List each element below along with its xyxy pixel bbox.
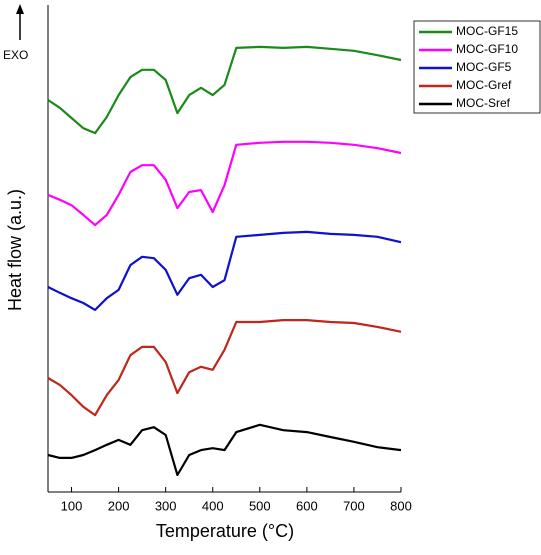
annotation: EXO <box>3 48 28 62</box>
series-line <box>47 230 402 311</box>
x-tick-label: 400 <box>202 498 224 513</box>
x-tick-label: 700 <box>343 498 365 513</box>
x-tick-label: 500 <box>249 498 271 513</box>
x-tick-label: 600 <box>296 498 318 513</box>
x-tick-label: 200 <box>108 498 130 513</box>
series-line <box>47 423 402 477</box>
legend-label: MOC-Gref <box>456 78 512 92</box>
series-line <box>47 140 402 227</box>
legend-label: MOC-GF5 <box>456 60 512 74</box>
legend-label: MOC-GF15 <box>456 24 518 38</box>
series-line <box>47 319 402 417</box>
x-tick-label: 800 <box>390 498 412 513</box>
legend-label: MOC-GF10 <box>456 42 518 56</box>
x-tick-label: 300 <box>155 498 177 513</box>
x-axis-label: Temperature (°C) <box>156 521 294 541</box>
y-axis-label: Heat flow (a.u.) <box>5 189 25 311</box>
legend-label: MOC-Sref <box>456 96 511 110</box>
exo-arrowhead <box>16 4 24 14</box>
series-line <box>47 45 402 135</box>
x-tick-label: 100 <box>61 498 83 513</box>
